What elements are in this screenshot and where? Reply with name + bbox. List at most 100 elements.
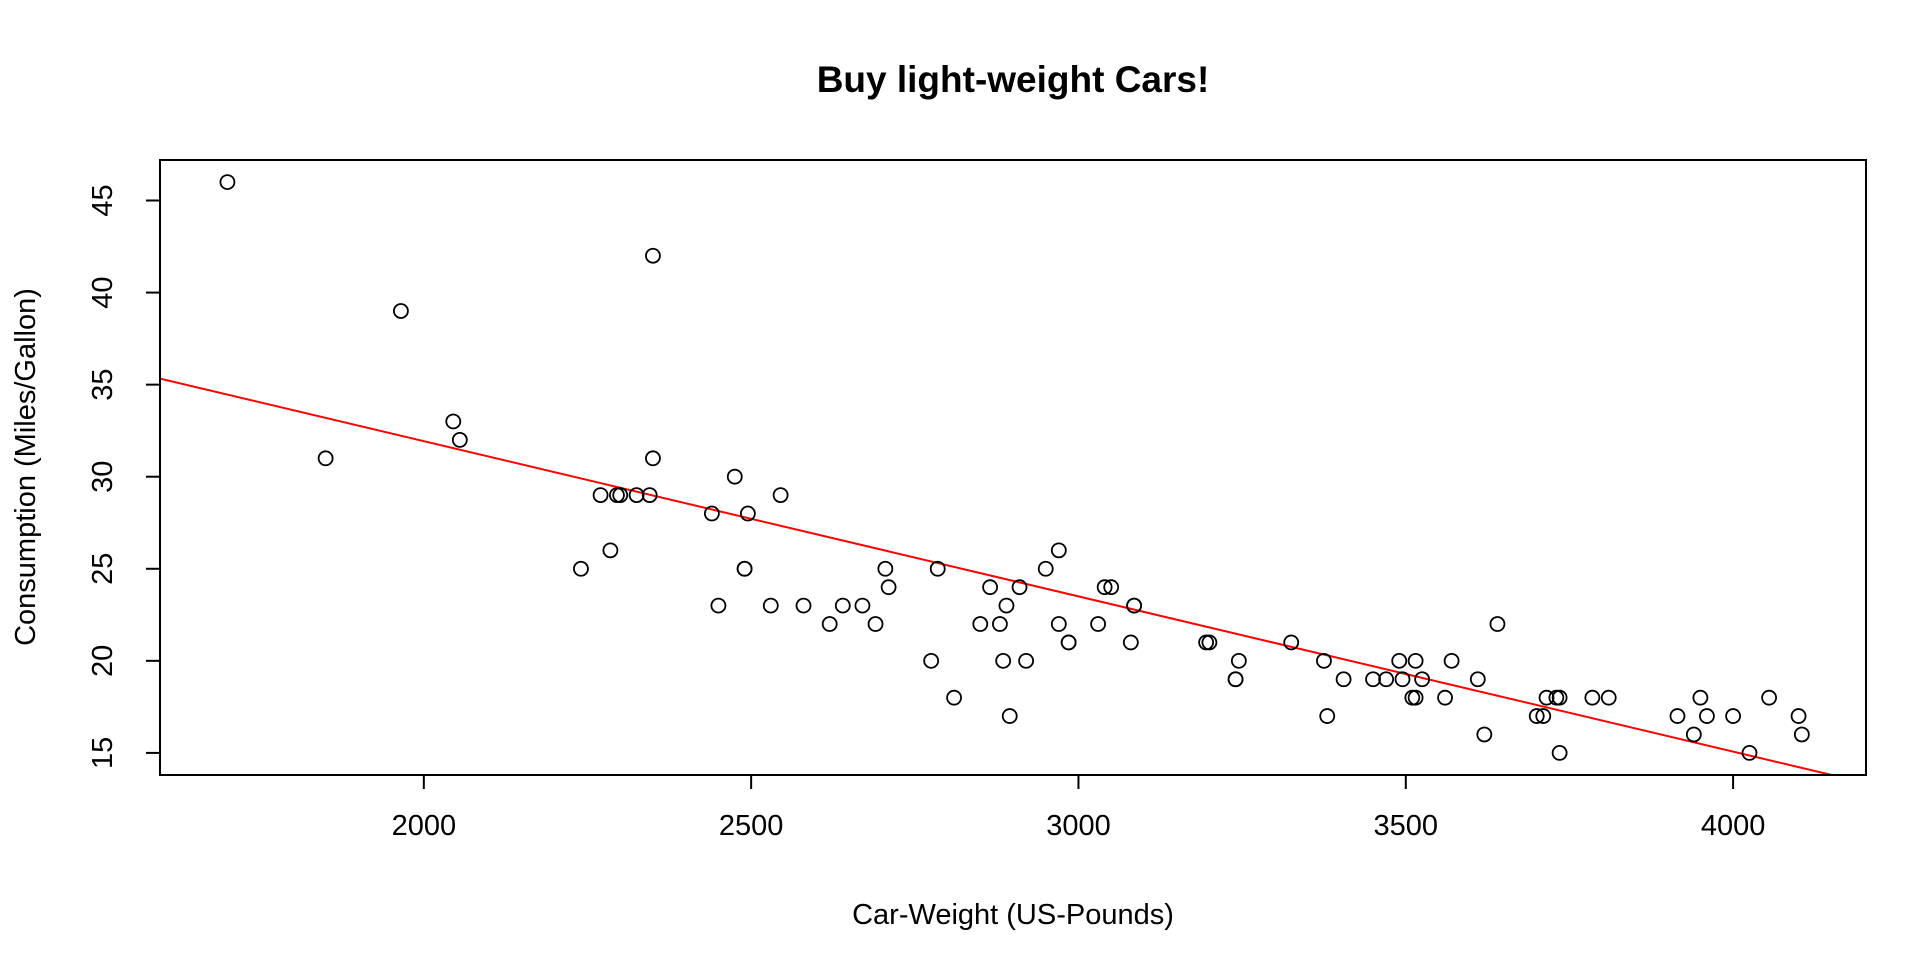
data-point — [1551, 745, 1568, 761]
regression-line — [161, 377, 1832, 774]
data-point — [1699, 708, 1715, 724]
x-tick-label: 4000 — [1701, 810, 1766, 842]
data-point — [1469, 671, 1486, 688]
y-tick-label: 35 — [87, 369, 119, 401]
data-point — [1404, 689, 1421, 706]
data-point — [854, 597, 871, 614]
data-point — [1443, 652, 1460, 669]
data-point — [1378, 671, 1395, 688]
data-point — [736, 560, 753, 577]
data-point — [645, 247, 661, 264]
data-point — [573, 560, 589, 577]
data-point — [1790, 708, 1807, 724]
data-point — [998, 597, 1015, 614]
data-point — [1407, 652, 1424, 669]
data-point — [1600, 689, 1617, 706]
data-point — [762, 597, 779, 614]
data-point — [1584, 689, 1601, 706]
regression-line-group — [161, 377, 1832, 774]
data-points — [219, 174, 1810, 761]
data-point — [1476, 726, 1493, 743]
plot-area — [161, 174, 1832, 774]
data-point — [923, 652, 940, 669]
data-point — [1018, 652, 1034, 669]
data-point — [1414, 671, 1431, 688]
data-point — [795, 597, 812, 614]
data-point — [1489, 616, 1506, 632]
data-point — [772, 487, 789, 504]
data-point — [628, 487, 645, 504]
chart-title: Buy light-weight Cars! — [817, 59, 1210, 100]
data-point — [609, 487, 625, 504]
data-point — [1050, 542, 1067, 559]
data-point — [602, 542, 619, 559]
data-point — [995, 652, 1012, 669]
y-tick-label: 30 — [87, 461, 119, 493]
data-point — [219, 174, 236, 190]
data-point — [710, 597, 727, 614]
y-tick-label: 40 — [87, 276, 119, 308]
data-point — [641, 487, 658, 504]
data-point — [1050, 616, 1067, 632]
data-point — [1283, 634, 1300, 651]
data-point — [1548, 689, 1565, 706]
data-point — [445, 413, 462, 430]
data-point — [1319, 708, 1336, 724]
data-point — [877, 560, 894, 577]
data-point — [1528, 708, 1545, 724]
data-point — [1685, 726, 1702, 743]
data-point — [1001, 708, 1018, 724]
data-point — [1103, 579, 1120, 596]
data-point — [1122, 634, 1139, 651]
data-point — [972, 616, 989, 632]
data-point — [1316, 652, 1332, 669]
data-point — [821, 616, 838, 632]
data-point — [317, 450, 334, 467]
data-point — [726, 468, 743, 485]
data-point — [739, 505, 756, 522]
plot-frame — [159, 159, 1867, 776]
data-point — [1551, 689, 1568, 706]
data-point — [1538, 689, 1555, 706]
x-axis: 2000 2500 3000 3500 4000 — [392, 775, 1766, 842]
data-point — [1725, 708, 1742, 724]
data-point — [880, 579, 897, 596]
y-tick-label: 20 — [87, 645, 119, 677]
y-tick-label: 45 — [87, 184, 119, 216]
data-point — [1669, 708, 1686, 724]
data-point — [1335, 671, 1352, 688]
data-point — [1011, 579, 1028, 596]
x-axis-label: Car-Weight (US-Pounds) — [852, 899, 1174, 931]
data-point — [1692, 689, 1709, 706]
data-point — [612, 487, 629, 504]
data-point — [1407, 689, 1424, 706]
y-axis-label: Consumption (Miles/Gallon) — [10, 288, 42, 646]
data-point — [592, 487, 609, 504]
data-point — [1198, 634, 1215, 651]
data-point — [645, 450, 661, 467]
data-point — [1227, 671, 1244, 688]
data-point — [1365, 671, 1381, 688]
data-point — [1391, 652, 1408, 669]
data-point — [834, 597, 851, 614]
y-axis: 15 20 25 30 35 40 45 — [87, 184, 160, 769]
data-point — [867, 616, 884, 632]
x-tick-label: 2000 — [392, 810, 457, 842]
data-point — [703, 505, 720, 522]
data-point — [1761, 689, 1778, 706]
data-point — [451, 431, 468, 448]
data-point — [1230, 652, 1247, 669]
data-point — [946, 689, 962, 706]
x-tick-label: 2500 — [719, 810, 784, 842]
data-point — [929, 560, 946, 577]
data-point — [1037, 560, 1054, 577]
data-point — [1437, 689, 1453, 706]
data-point — [1126, 597, 1143, 614]
x-tick-label: 3000 — [1046, 810, 1111, 842]
data-point — [1741, 745, 1758, 761]
data-point — [1060, 634, 1077, 651]
data-point — [1793, 726, 1810, 743]
data-point — [1090, 616, 1107, 632]
data-point — [1201, 634, 1218, 651]
